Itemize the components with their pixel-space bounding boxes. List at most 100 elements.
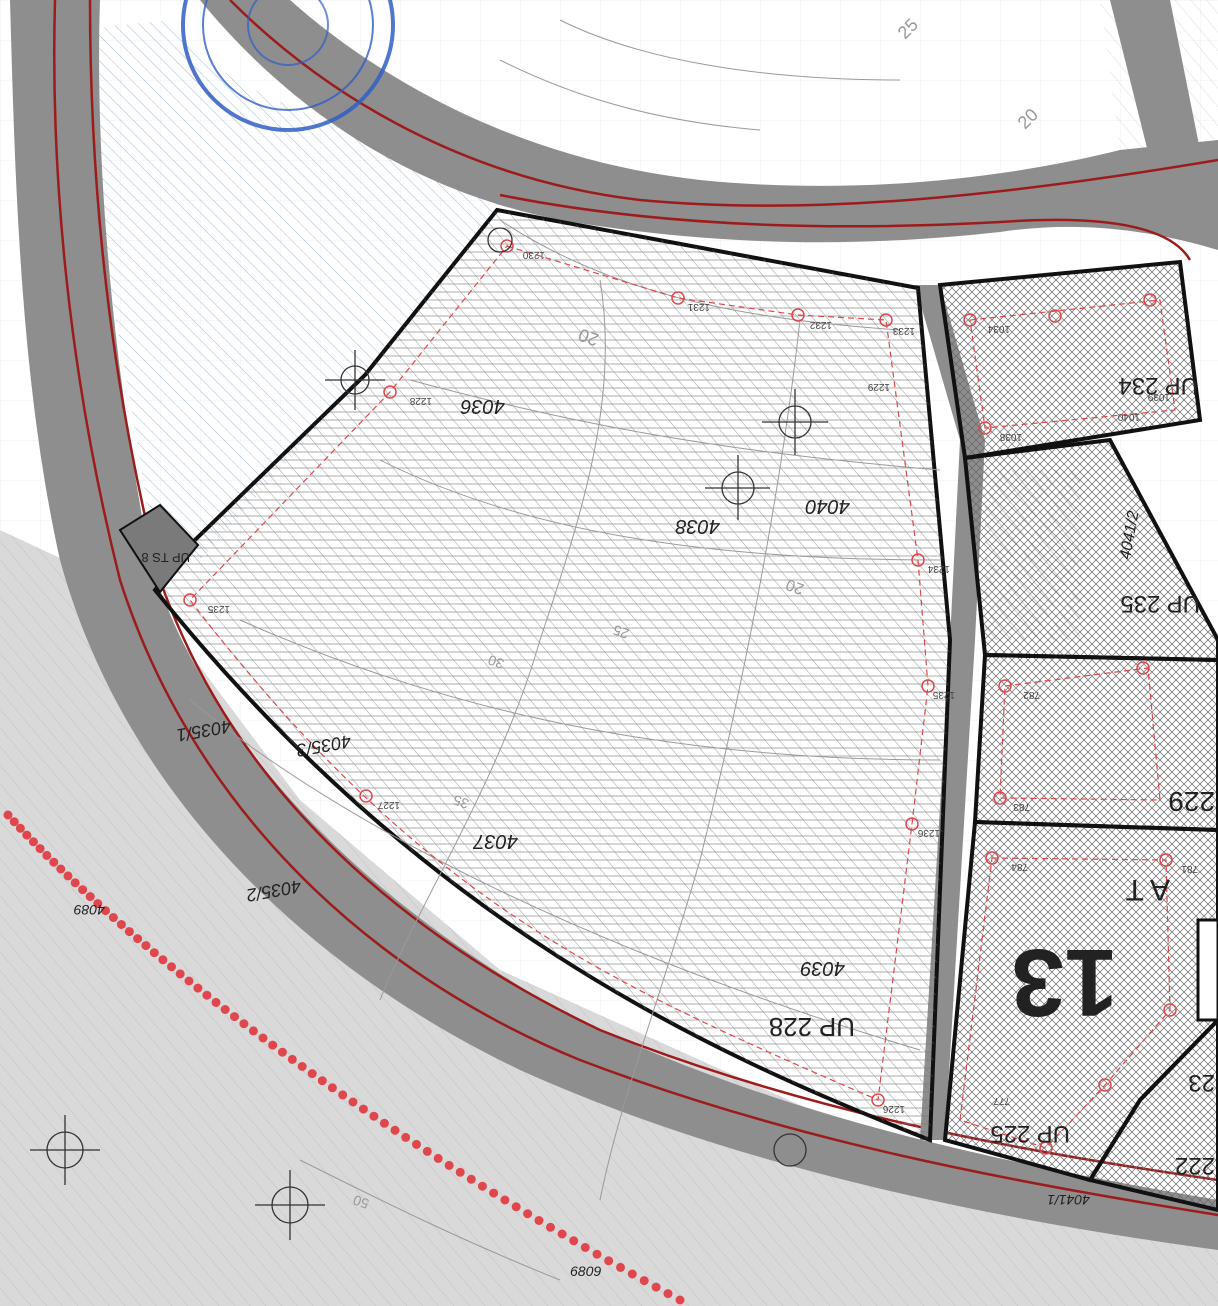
border-dot [287, 1054, 297, 1064]
parcel-222[interactable] [1086, 1017, 1218, 1213]
parcel-up-228-hatch [155, 210, 950, 1140]
border-dot [569, 1236, 579, 1246]
border-dot [639, 1276, 649, 1286]
border-dot [56, 864, 66, 874]
border-dot [433, 1153, 443, 1163]
border-dot [184, 976, 194, 986]
svg-text:1039: 1039 [1147, 391, 1170, 402]
svg-text:1235: 1235 [207, 603, 230, 614]
border-dot [401, 1132, 411, 1142]
parcel-up-234[interactable] [937, 259, 1203, 461]
border-dot [455, 1167, 465, 1177]
parcel-labels: UP 228 UP 234 UP 235 229 UP 225 222 23 U… [141, 372, 1215, 1179]
border-dot [546, 1222, 555, 1232]
border-dot [63, 871, 73, 881]
svg-text:1040: 1040 [1117, 411, 1140, 422]
border-dot [675, 1295, 685, 1305]
svg-text:1234: 1234 [927, 563, 950, 574]
border-dot [338, 1090, 348, 1100]
border-dot [78, 885, 88, 895]
border-dot [580, 1243, 590, 1252]
border-dot [193, 983, 203, 993]
border-dot [277, 1047, 287, 1057]
svg-text:1038: 1038 [999, 431, 1022, 442]
survey-boundary [189, 245, 929, 1101]
border-dot [500, 1195, 510, 1205]
border-dot [108, 913, 118, 922]
lower-terrain-hatch [0, 530, 1218, 1306]
svg-text:1228: 1228 [409, 395, 432, 406]
border-dot [534, 1216, 544, 1225]
border-dot [93, 899, 103, 909]
label-up-228: UP 228 [769, 1012, 855, 1042]
svg-text:783: 783 [1013, 801, 1030, 812]
border-dot [175, 969, 185, 979]
border-dot [158, 955, 168, 965]
crosshair-markers [30, 227, 828, 1240]
border-dot [3, 810, 13, 820]
svg-text:1230: 1230 [522, 249, 545, 260]
label-up-235: UP 235 [1120, 590, 1200, 617]
border-dot [220, 1005, 230, 1014]
survey-points [183, 239, 1177, 1155]
border-dot [248, 1026, 258, 1036]
border-dot [297, 1062, 307, 1071]
border-dot [651, 1282, 661, 1292]
label-229: 229 [1168, 786, 1215, 817]
svg-text:1235: 1235 [932, 689, 955, 700]
svg-text:1034: 1034 [987, 323, 1010, 334]
svg-text:25: 25 [611, 622, 631, 642]
border-dot [230, 1012, 239, 1022]
border-dot [616, 1262, 625, 1272]
survey-boundary-229 [999, 667, 1161, 801]
building-edge [1196, 918, 1218, 1022]
upper-road-edge-inner [499, 193, 1192, 261]
border-dot [15, 823, 25, 833]
border-dot [101, 906, 110, 916]
border-dot [358, 1104, 368, 1114]
survey-boundary-234 [969, 299, 1176, 429]
border-dot [22, 830, 32, 840]
road-edge-line [53, 0, 1218, 1217]
cad-4037: 4037 [473, 830, 518, 852]
parcel-229[interactable] [972, 652, 1218, 833]
svg-text:1226: 1226 [882, 1103, 905, 1114]
cad-4040: 4040 [806, 495, 851, 517]
border-dot [466, 1174, 476, 1184]
border-dot [317, 1076, 327, 1086]
svg-text:777: 777 [993, 1095, 1010, 1106]
parcel-up-ts8[interactable] [118, 503, 200, 594]
border-dot [477, 1181, 487, 1191]
border-dot [116, 920, 126, 929]
border-dot [35, 844, 45, 854]
cad-4041-1: 4041/1 [1047, 1192, 1090, 1208]
border-dot [42, 850, 52, 860]
main-road [10, 0, 1218, 1250]
label-223: 23 [1188, 1069, 1215, 1096]
upper-road [200, 0, 1218, 250]
border-dot [28, 837, 38, 847]
border-dot [307, 1069, 317, 1079]
block-number: 13 [1011, 929, 1118, 1036]
border-dot [167, 962, 176, 972]
upper-road-edge [229, 0, 1218, 207]
svg-text:781: 781 [1181, 863, 1198, 874]
cad-4036: 4036 [460, 395, 505, 417]
svg-text:35: 35 [451, 792, 471, 812]
border-dot [348, 1097, 358, 1107]
border-dot [390, 1125, 400, 1135]
border-dot [258, 1033, 268, 1043]
border-dot [327, 1083, 337, 1093]
contour-lines [189, 19, 941, 1281]
border-dot [9, 817, 19, 827]
svg-text:30: 30 [486, 652, 506, 672]
border-dot [268, 1040, 278, 1050]
official-stamp [181, 0, 395, 132]
border-dot [70, 878, 80, 888]
border-dot [511, 1202, 521, 1212]
svg-text:1229: 1229 [867, 381, 890, 392]
border-dot [627, 1269, 637, 1279]
border-dot [239, 1019, 249, 1029]
border-dot [149, 948, 159, 958]
border-dot [604, 1256, 614, 1266]
